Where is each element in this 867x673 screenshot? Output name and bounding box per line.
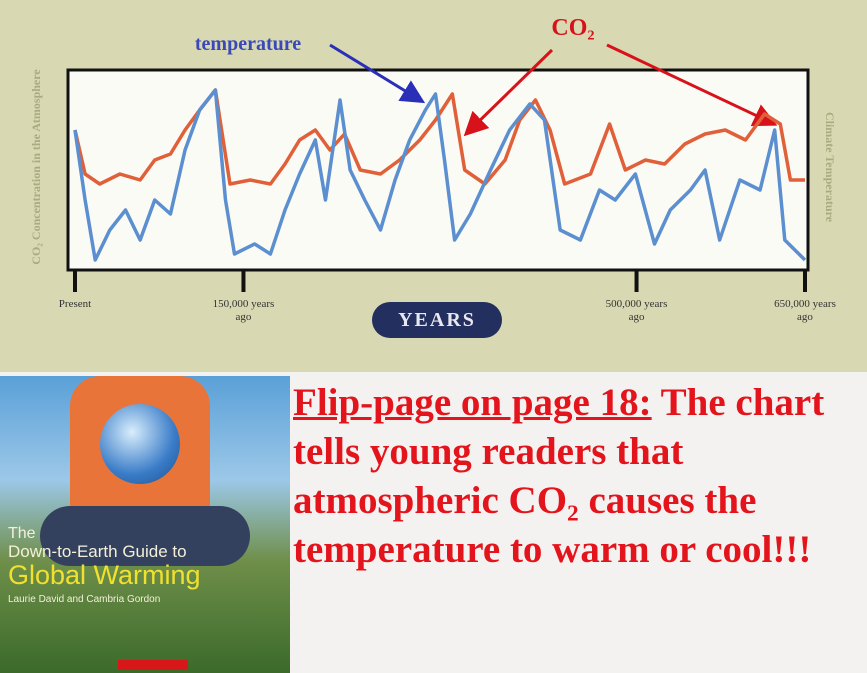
logo bbox=[118, 660, 188, 670]
series-line bbox=[73, 88, 807, 262]
book-authors: Laurie David and Cambria Gordon bbox=[8, 593, 161, 605]
x-label-pill bbox=[372, 302, 502, 338]
x-tick-label: 650,000 years ago bbox=[774, 298, 836, 323]
x-tick-label: Present bbox=[58, 298, 92, 310]
y2-axis-label: Climate Temperature bbox=[823, 111, 837, 223]
y-axis-label: CO₂ Concentration in the Atmosphere bbox=[29, 69, 43, 265]
annotation: CO₂ bbox=[551, 15, 594, 41]
figure bbox=[40, 506, 250, 566]
annotation: temperature bbox=[195, 33, 301, 55]
book-title: The Down-to-Earth Guide to Global Warmin… bbox=[8, 525, 201, 605]
book-cover: The Down-to-Earth Guide to Global Warmin… bbox=[0, 376, 290, 673]
earth bbox=[100, 404, 180, 484]
x-axis-label: YEARS bbox=[398, 309, 476, 331]
arrow bbox=[329, 43, 426, 104]
book-title-line: Down-to-Earth Guide to bbox=[8, 541, 187, 561]
arrow bbox=[606, 43, 778, 127]
book-title-line: The bbox=[8, 525, 36, 542]
caption-body: The chart tells young readers that atmos… bbox=[293, 381, 825, 571]
x-tick-label: 150,000 years ago bbox=[212, 298, 275, 323]
chart: temperature CO₂ YEARS bbox=[66, 15, 810, 338]
series-line bbox=[73, 88, 805, 186]
book-title-line: Global Warming bbox=[8, 559, 201, 590]
caption-lead: Flip-page on page 18: bbox=[293, 381, 652, 424]
caption: Flip-page on page 18: The chart tells yo… bbox=[293, 378, 858, 574]
x-tick-label: 500,000 years ago bbox=[605, 298, 668, 323]
arrow bbox=[463, 48, 554, 137]
